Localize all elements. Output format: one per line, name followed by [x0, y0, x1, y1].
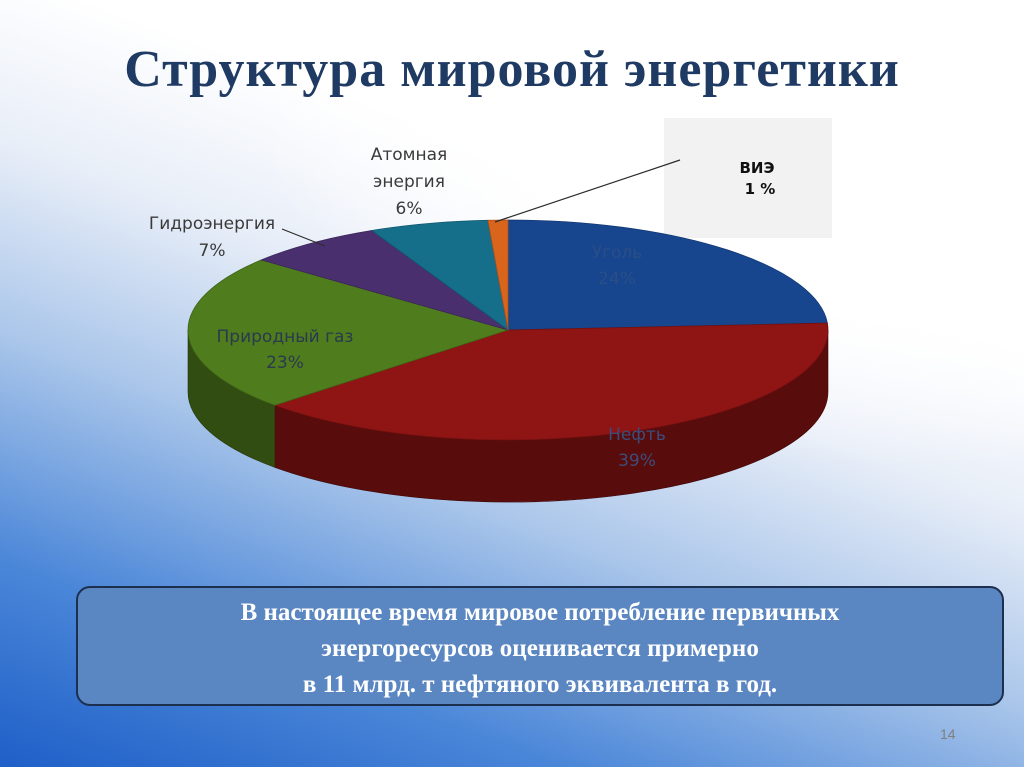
info-line-3: в 11 млрд. т нефтяного эквивалента в год… [302, 671, 778, 698]
info-line-2: энергоресурсов оценивается примерно [321, 635, 759, 662]
label-gas-name: Природный газ [217, 327, 354, 347]
label-gas-value: 23% [266, 353, 304, 373]
label-nuclear-name-1: Атомная [371, 145, 448, 165]
label-oil-value: 39% [618, 451, 656, 471]
label-coal-value: 24% [598, 269, 636, 289]
pie-slice-Гидроэнергия [260, 230, 509, 331]
pie-slice-Нефть [273, 322, 829, 441]
pie-labels: Уголь 24% Нефть 39% Природный газ 23% Гидроэне… [149, 145, 775, 471]
label-coal-name: Уголь [592, 243, 643, 263]
label-hydro-value: 7% [199, 241, 226, 261]
leader-vie [494, 159, 681, 223]
label-vie-value: 1 % [745, 180, 776, 198]
vie-callout-box [664, 118, 832, 238]
leader-hydro [281, 228, 326, 247]
info-line-1: В настоящее время мировое потребление пе… [240, 599, 840, 626]
label-nuclear-value: 6% [396, 199, 423, 219]
slide-title: Структура мировой энергетики [124, 41, 900, 98]
label-vie-name: ВИЭ [740, 159, 775, 177]
pie-slice-ВИЭ [487, 219, 509, 331]
label-nuclear-name-2: энергия [373, 172, 445, 192]
label-oil-name: Нефть [608, 425, 666, 445]
pie-slices [187, 219, 829, 441]
pie-slice-Уголь [507, 219, 828, 331]
pie-slice-Атомная энергия [370, 219, 509, 331]
pie-slice-Природный газ [187, 259, 510, 406]
info-box: В настоящее время мировое потребление пе… [76, 586, 1004, 706]
page-number: 14 [940, 726, 956, 742]
label-hydro-name: Гидроэнергия [149, 214, 275, 234]
